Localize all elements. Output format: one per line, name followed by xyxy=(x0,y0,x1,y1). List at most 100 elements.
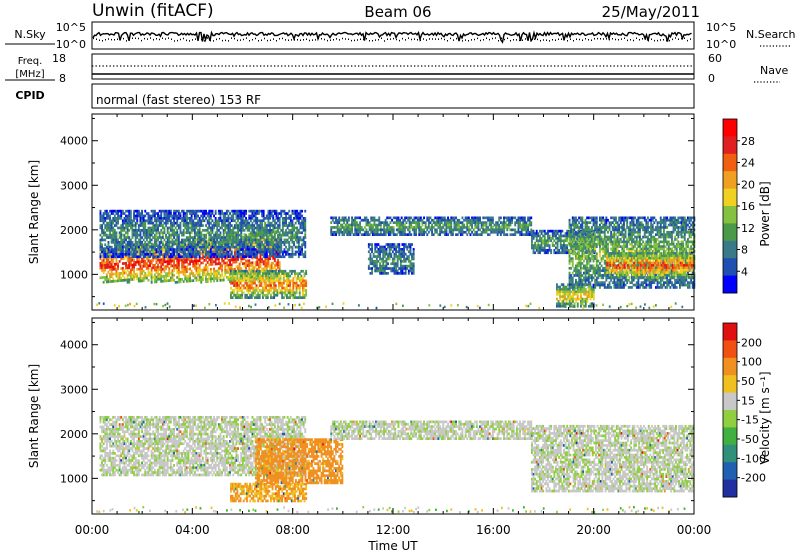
power-cell xyxy=(216,279,218,282)
power-cell xyxy=(371,246,373,249)
power-cell xyxy=(104,239,106,242)
power-cell xyxy=(173,229,175,232)
power-cell xyxy=(526,221,528,224)
power-cell xyxy=(183,210,185,213)
power-cell xyxy=(304,231,306,234)
power-cell xyxy=(511,221,513,224)
power-cell xyxy=(514,217,516,220)
power-cell xyxy=(497,221,499,224)
power-cell xyxy=(259,294,261,297)
power-cell xyxy=(151,281,153,284)
power-cell xyxy=(220,215,222,218)
power-cell xyxy=(144,227,146,230)
power-cell xyxy=(298,219,300,222)
power-cell xyxy=(279,224,281,227)
power-cell xyxy=(270,284,272,287)
power-cell xyxy=(268,219,270,222)
power-cell xyxy=(116,236,118,239)
power-cell xyxy=(124,241,126,244)
power-cell xyxy=(283,277,285,280)
power-cell xyxy=(269,217,271,220)
power-cell xyxy=(271,222,273,225)
power-cell xyxy=(135,253,137,256)
power-cell xyxy=(420,217,422,220)
power-cell xyxy=(133,278,135,281)
power-cell xyxy=(253,229,255,232)
power-cell xyxy=(486,231,488,234)
power-cell xyxy=(120,217,122,220)
power-cell xyxy=(192,219,194,222)
power-cell xyxy=(237,231,239,234)
power-cell xyxy=(446,229,448,232)
power-cell xyxy=(249,275,251,278)
power-cell xyxy=(268,292,270,295)
power-cell xyxy=(199,274,201,277)
power-cell xyxy=(260,231,262,234)
power-cell xyxy=(530,224,532,227)
power-cell xyxy=(301,210,303,213)
power-cell xyxy=(550,251,552,254)
power-cell xyxy=(125,239,127,242)
power-cell xyxy=(295,222,297,225)
power-cell xyxy=(157,227,159,230)
power-cell xyxy=(200,222,202,225)
power-cell xyxy=(332,219,334,222)
power-cell xyxy=(560,242,562,245)
power-cell xyxy=(111,246,113,249)
power-cell xyxy=(335,217,337,220)
power-cell xyxy=(261,224,263,227)
power-cell xyxy=(215,210,217,213)
power-cell xyxy=(402,270,404,273)
power-cell xyxy=(138,210,140,213)
power-cell xyxy=(136,219,138,222)
power-cell xyxy=(248,272,250,275)
power-cell xyxy=(541,244,543,247)
power-cell xyxy=(452,231,454,234)
power-cell xyxy=(141,236,143,239)
power-cell xyxy=(103,281,105,284)
power-cell xyxy=(374,248,376,251)
power-cell xyxy=(423,217,425,220)
power-cell xyxy=(455,217,457,220)
power-cell xyxy=(539,251,541,254)
power-cell xyxy=(524,219,526,222)
power-cell xyxy=(236,261,238,264)
power-cell xyxy=(124,229,126,232)
power-cell xyxy=(296,227,298,230)
power-cell xyxy=(296,292,298,295)
power-cell xyxy=(405,253,407,256)
power-cell xyxy=(104,248,106,251)
power-cell xyxy=(359,217,361,220)
power-cell xyxy=(235,270,237,273)
power-cell xyxy=(275,287,277,290)
power-cell xyxy=(284,248,286,251)
power-cell xyxy=(119,275,121,278)
power-cell xyxy=(409,219,411,222)
power-cell xyxy=(498,224,500,227)
power-cell xyxy=(167,253,169,256)
power-cell xyxy=(101,236,103,239)
power-cell xyxy=(391,219,393,222)
power-cell xyxy=(233,280,235,283)
power-cell xyxy=(210,248,212,251)
power-cell xyxy=(261,241,263,244)
power-cell xyxy=(447,233,449,236)
power-cell xyxy=(290,215,292,218)
power-cell xyxy=(470,233,472,236)
power-cell xyxy=(277,236,279,239)
power-cell xyxy=(228,215,230,218)
power-cell xyxy=(471,226,473,229)
power-cell xyxy=(268,239,270,242)
power-cell xyxy=(479,217,481,220)
power-cell xyxy=(305,284,307,287)
power-cell xyxy=(213,215,215,218)
power-cell xyxy=(124,234,126,237)
power-cell xyxy=(208,224,210,227)
power-cell xyxy=(141,241,143,244)
power-cell xyxy=(144,224,146,227)
power-cell xyxy=(208,243,210,246)
power-cell xyxy=(141,212,143,215)
power-cell xyxy=(468,226,470,229)
power-cell xyxy=(240,287,242,290)
power-cell xyxy=(549,235,551,238)
